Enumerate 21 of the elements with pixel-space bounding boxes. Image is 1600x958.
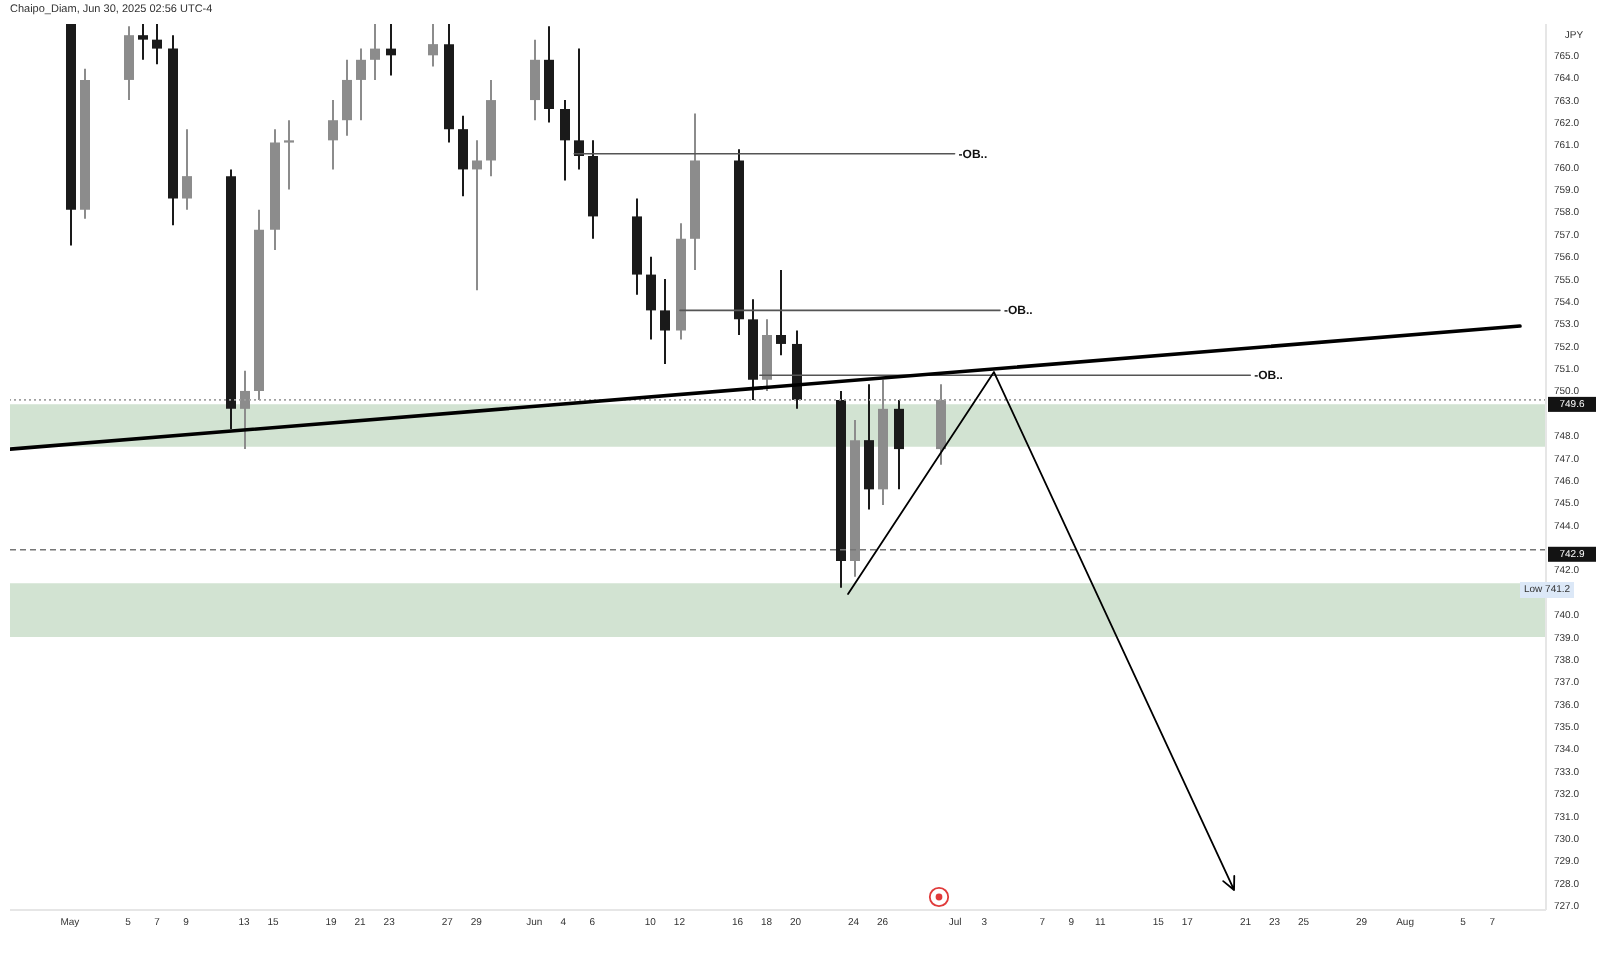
candlestick [182,128,192,211]
candlestick [530,38,540,122]
candlestick [356,47,366,122]
candlestick [560,99,570,182]
candlestick [776,269,786,357]
candlestick [458,114,468,198]
candlestick [124,25,134,102]
candlestick [138,24,148,61]
candlestick [428,24,438,68]
candlestick [328,99,338,171]
candlestick [240,369,250,451]
candlestick [342,58,352,137]
candlestick [370,24,380,81]
candlestick [762,318,772,392]
candlestick [894,398,904,491]
candlestick [660,278,670,366]
candlestick [152,24,162,66]
candlestick [646,255,656,341]
candlestick [472,139,482,292]
candlestick [284,119,294,191]
candlestick [386,24,396,77]
